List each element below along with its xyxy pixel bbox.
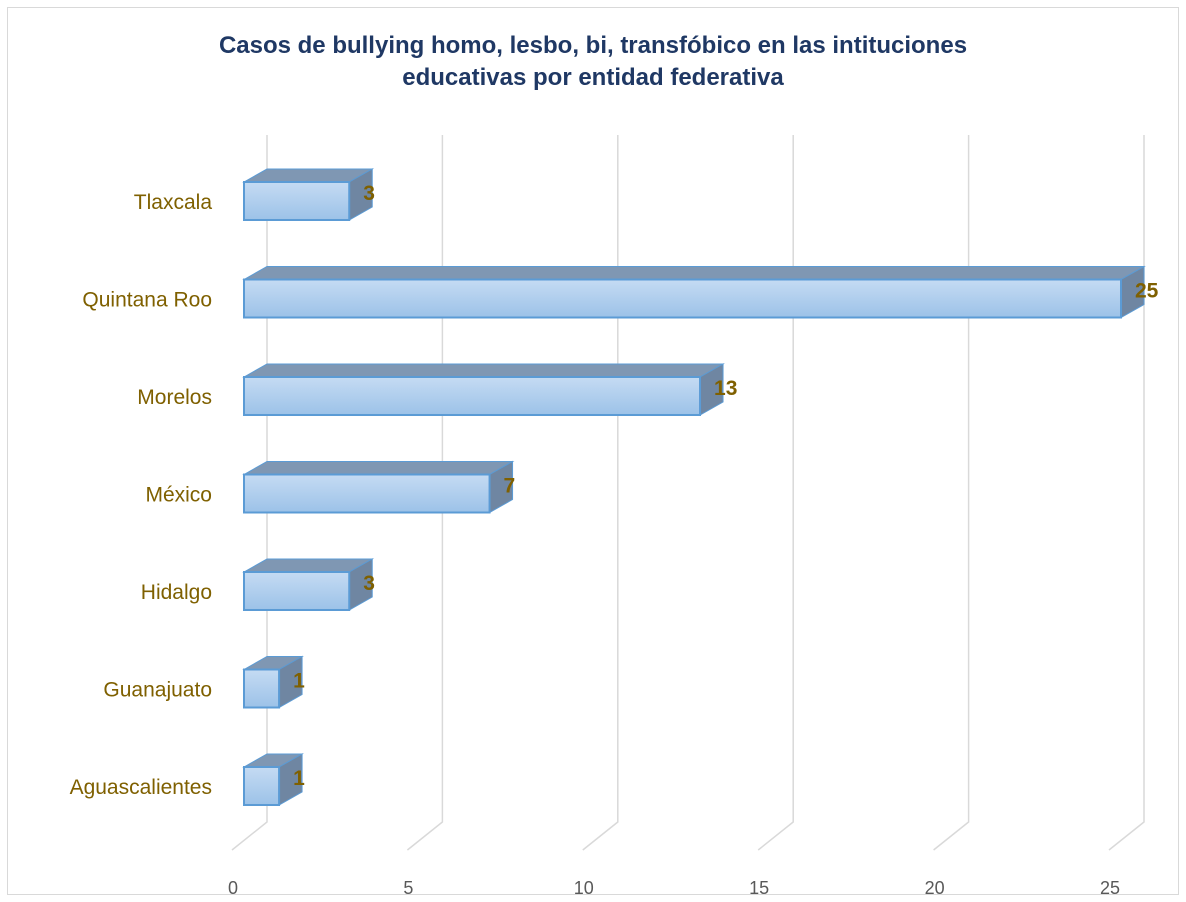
bar-quintana-roo [242,265,1146,319]
category-label-aguascalientes: Aguascalientes [70,776,212,799]
bar-front-hidalgo [243,571,351,611]
gridline-10 [582,135,619,851]
data-label-quintana-roo: 25 [1135,280,1159,303]
category-label-guanajuato: Guanajuato [103,679,212,702]
bar-front-morelos [243,376,702,416]
bar-front-quintana-roo [243,278,1122,319]
bar-guanajuato [242,655,304,709]
bar-hidalgo [242,558,375,611]
bars [242,168,1146,806]
bar-front-tlaxcala [243,181,351,221]
category-label-hidalgo: Hidalgo [141,581,212,604]
bar-front-guanajuato [243,668,281,709]
category-label-quintana-roo: Quintana Roo [82,289,212,312]
gridline-15 [757,135,794,851]
data-label-guanajuato: 1 [293,670,305,693]
x-tick-label-25: 25 [1100,878,1120,898]
x-axis-tick-labels: 0 5 10 15 20 25 [228,878,1120,898]
data-label-mexico: 7 [504,475,516,498]
bar-top-morelos [242,363,725,378]
chart-title: Casos de bullying homo, lesbo, bi, trans… [0,30,1186,94]
data-label-hidalgo: 3 [363,572,375,595]
x-tick-label-5: 5 [403,878,413,898]
bar-morelos [242,363,725,416]
chart-frame [7,7,1179,895]
bar-mexico [242,460,515,514]
data-label-aguascalientes: 1 [293,767,305,790]
gridline-20 [933,135,970,851]
bar-front-mexico [243,473,491,514]
category-label-tlaxcala: Tlaxcala [134,191,213,214]
data-label-tlaxcala: 3 [363,182,375,205]
x-tick-label-20: 20 [925,878,945,898]
bar-top-quintana-roo [242,266,1146,280]
x-tick-label-15: 15 [749,878,769,898]
chart-title-line-2: educativas por entidad federativa [402,64,784,91]
bar-top-mexico [242,461,515,475]
gridline-25 [1108,135,1145,851]
category-label-mexico: México [145,484,212,507]
category-label-morelos: Morelos [137,386,212,409]
category-labels: Aguascalientes Guanajuato Hidalgo México Mor… [70,191,213,799]
data-label-morelos: 13 [714,377,737,400]
chart-title-line-1: Casos de bullying homo, lesbo, bi, trans… [218,32,968,59]
bar-front-aguascalientes [243,766,281,806]
x-tick-label-0: 0 [228,878,238,898]
x-tick-label-10: 10 [574,878,594,898]
bar-aguascalientes [242,753,304,806]
bar-tlaxcala [242,168,375,221]
